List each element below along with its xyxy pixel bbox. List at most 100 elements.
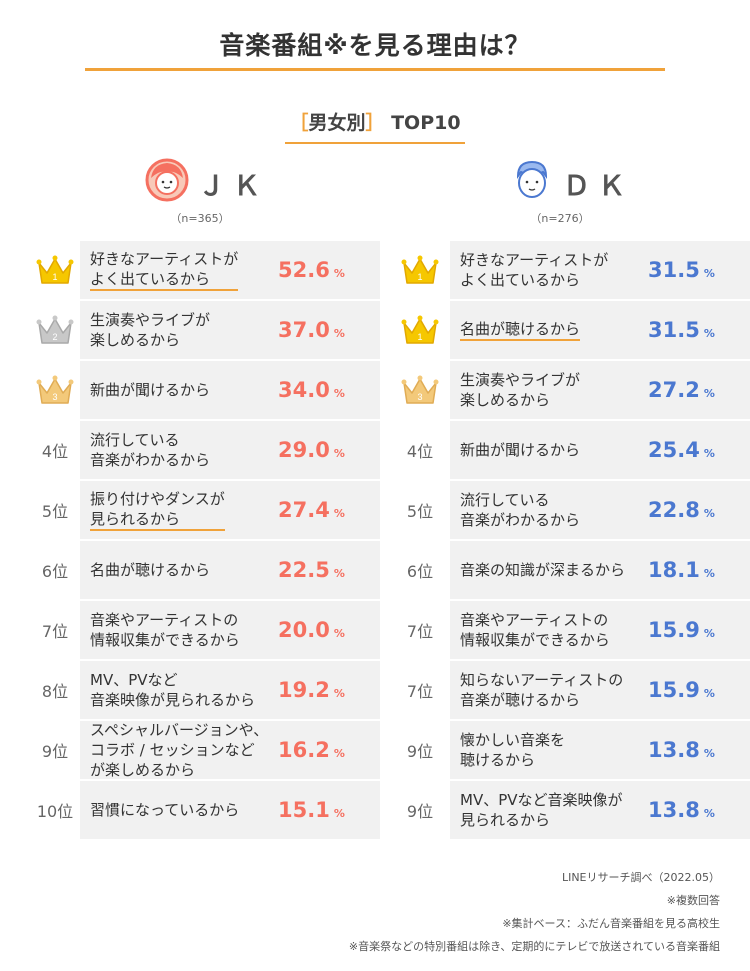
jk-item-value: 37.0% [278, 318, 345, 342]
crown-rank-number: 3 [52, 392, 57, 402]
crown-rank-number: 1 [52, 272, 57, 282]
jk-item-card: 流行している 音楽がわかるから 29.0% [80, 421, 380, 479]
jk-rank: 2 [30, 301, 80, 359]
note-definition: ※音楽祭などの特別番組は除き、定期的にテレビで放送されている音楽番組 [348, 940, 720, 953]
jk-sample-size: （n=365） [170, 212, 230, 225]
dk-row: 9位 懐かしい音楽を 聴けるから 13.8% [390, 721, 750, 779]
unit-label: % [703, 266, 715, 280]
crown-icon: 1 [401, 255, 439, 284]
unit-label: % [333, 806, 345, 820]
unit-label: % [333, 566, 345, 580]
crown-rank-number: 1 [417, 332, 422, 342]
unit-label: % [333, 326, 345, 340]
dk-rank: 6位 [406, 562, 434, 581]
jk-item-label: 流行している 音楽がわかるから [90, 431, 211, 469]
unit-label: % [333, 446, 345, 460]
unit-label: % [703, 506, 715, 520]
crown-icon: 1 [36, 255, 74, 284]
footnotes: LINEリサーチ調べ（2022.05） ※複数回答 ※集計ベース：ふだん音楽番組… [349, 866, 720, 958]
dk-item-card: 生演奏やライブが 楽しめるから 27.2% [450, 361, 750, 419]
dk-item-label: 音楽やアーティストの 情報収集ができるから [460, 611, 610, 649]
dk-item-label: 新曲が聞けるから [460, 441, 581, 459]
jk-row: 5位 振り付けやダンスが 見られるから 27.4% [30, 481, 380, 539]
dk-item-label: 懐かしい音楽を 聴けるから [460, 731, 566, 769]
unit-label: % [703, 626, 715, 640]
jk-item-card: 好きなアーティストが よく出ているから 52.6% [80, 241, 380, 299]
dk-rank: 4位 [406, 442, 434, 461]
dk-row: 7位 知らないアーティストの 音楽が聴けるから 15.9% [390, 661, 750, 719]
jk-rank: 3 [30, 361, 80, 419]
jk-item-value: 19.2% [278, 678, 345, 702]
unit-label: % [703, 446, 715, 460]
unit-label: % [333, 386, 345, 400]
crown-rank-number: 1 [417, 272, 422, 282]
dk-item-value: 27.2% [648, 378, 715, 402]
jk-item-value: 16.2% [278, 738, 345, 762]
jk-item-value: 22.5% [278, 558, 345, 582]
jk-item-card: 名曲が聴けるから 22.5% [80, 541, 380, 599]
unit-label: % [333, 686, 345, 700]
dk-item-card: 流行している 音楽がわかるから 22.8% [450, 481, 750, 539]
jk-item-card: スペシャルバージョンや、 コラボ / セッションなど が楽しめるから 16.2% [80, 721, 380, 779]
jk-item-card: 振り付けやダンスが 見られるから 27.4% [80, 481, 380, 539]
unit-label: % [333, 746, 345, 760]
jk-item-label: 名曲が聴けるから [90, 561, 211, 579]
dk-rank: 9位 [406, 802, 434, 821]
note-source: LINEリサーチ調べ（2022.05） [561, 871, 720, 884]
dk-item-card: 音楽やアーティストの 情報収集ができるから 15.9% [450, 601, 750, 659]
dk-item-value: 18.1% [648, 558, 715, 582]
jk-item-card: MV、PVなど 音楽映像が見られるから 19.2% [80, 661, 380, 719]
unit-label: % [703, 686, 715, 700]
title-underline [85, 68, 665, 71]
jk-row: 1 好きなアーティストが よく出ているから 52.6% [30, 241, 380, 299]
dk-item-label: 音楽の知識が深まるから [460, 561, 626, 579]
unit-label: % [703, 326, 715, 340]
crown-rank-number: 3 [417, 392, 422, 402]
crown-rank-number: 2 [52, 332, 57, 342]
jk-row: 9位 スペシャルバージョンや、 コラボ / セッションなど が楽しめるから 16.2% [30, 721, 380, 779]
dk-row: 1 好きなアーティストが よく出ているから 31.5% [390, 241, 750, 299]
dk-item-label: 生演奏やライブが 楽しめるから [460, 371, 581, 409]
dk-name: ＤＫ [563, 171, 633, 202]
jk-item-card: 生演奏やライブが 楽しめるから 37.0% [80, 301, 380, 359]
dk-row: 1 名曲が聴けるから 31.5% [390, 301, 750, 359]
jk-item-label: 好きなアーティストが よく出ているから [90, 241, 275, 299]
crown-icon: 1 [401, 315, 439, 344]
jk-rank: 9位 [41, 742, 69, 761]
unit-label: % [703, 746, 715, 760]
jk-item-value: 34.0% [278, 378, 345, 402]
crown-icon: 3 [36, 375, 74, 404]
jk-rank: 5位 [41, 502, 69, 521]
dk-rank: 1 [390, 301, 450, 359]
girl-face-icon [145, 158, 189, 202]
jk-rank: 4位 [41, 442, 69, 461]
jk-row: 8位 MV、PVなど 音楽映像が見られるから 19.2% [30, 661, 380, 719]
unit-label: % [703, 806, 715, 820]
jk-rank: 6位 [41, 562, 69, 581]
jk-item-value: 20.0% [278, 618, 345, 642]
dk-item-card: 好きなアーティストが よく出ているから 31.5% [450, 241, 750, 299]
bracket-open: ［ [289, 112, 309, 134]
dk-rank: 7位 [406, 622, 434, 641]
dk-sample-size: （n=276） [530, 212, 590, 225]
dk-item-card: 音楽の知識が深まるから 18.1% [450, 541, 750, 599]
boy-face-icon [516, 160, 548, 198]
dk-rank: 9位 [406, 742, 434, 761]
jk-item-label: 新曲が聞けるから [90, 381, 211, 399]
jk-item-value: 15.1% [278, 798, 345, 822]
dk-item-value: 13.8% [648, 738, 715, 762]
jk-row: 3 新曲が聞けるから 34.0% [30, 361, 380, 419]
dk-item-card: MV、PVなど音楽映像が 見られるから 13.8% [450, 781, 750, 839]
jk-row: 4位 流行している 音楽がわかるから 29.0% [30, 421, 380, 479]
jk-rank: 7位 [41, 622, 69, 641]
dk-item-label: 好きなアーティストが よく出ているから [460, 251, 609, 289]
dk-rank: 1 [390, 241, 450, 299]
jk-item-value: 27.4% [278, 498, 345, 522]
dk-item-label: 流行している 音楽がわかるから [460, 491, 581, 529]
dk-item-value: 15.9% [648, 678, 715, 702]
subtitle-text: 男女別 [308, 112, 366, 134]
jk-row: 6位 名曲が聴けるから 22.5% [30, 541, 380, 599]
unit-label: % [333, 506, 345, 520]
dk-item-label: MV、PVなど音楽映像が 見られるから [460, 791, 623, 829]
unit-label: % [333, 626, 345, 640]
